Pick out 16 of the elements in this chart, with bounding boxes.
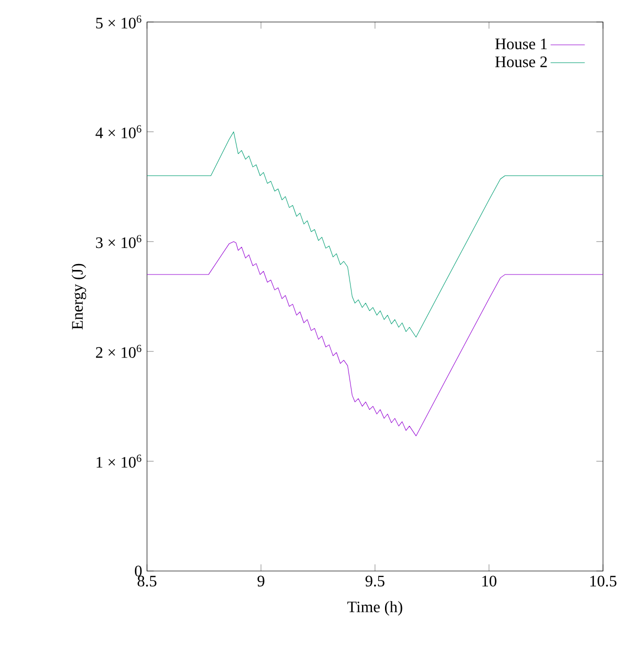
line-series <box>147 241 603 436</box>
y-tick-label: 3 × 10$^{6}$ <box>96 235 142 248</box>
y-axis-title: Energy (J) <box>72 264 86 330</box>
x-tick-label: 9 <box>258 576 264 586</box>
legend-label: House 2 <box>495 56 547 68</box>
y-tick-label: 2 × 10$^{6}$ <box>96 344 142 358</box>
x-axis-title: Time (h) <box>347 601 402 616</box>
y-tick-label: 5 × 10$^{6}$ <box>96 15 142 29</box>
y-tick-label: 4 × 10$^{6}$ <box>96 125 142 138</box>
x-tick-label: 9.5 <box>366 576 384 587</box>
x-tick-label: 10 <box>482 576 496 586</box>
x-tick-label: 10.5 <box>590 576 616 587</box>
x-tick-label: 8.5 <box>138 576 156 587</box>
y-tick-label: 0 <box>134 566 142 576</box>
y-tick-label: 1 × 10$^{6}$ <box>96 454 142 468</box>
legend-label: House 1 <box>495 38 547 50</box>
